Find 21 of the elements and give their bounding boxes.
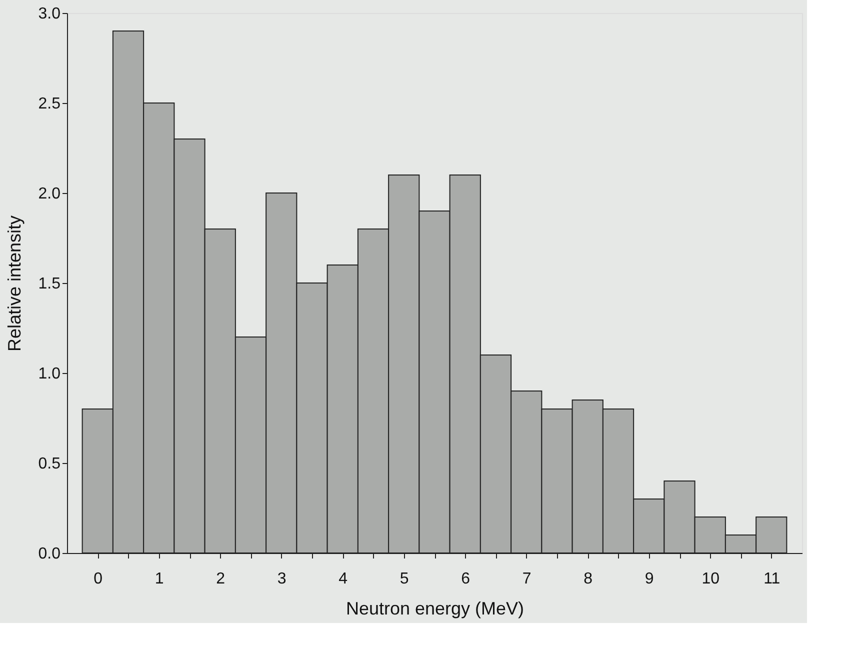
x-tick-label: 8: [584, 570, 593, 588]
y-tick-label: 0.0: [38, 546, 61, 562]
x-tick-label: 7: [522, 570, 532, 588]
x-tick-label: 2: [216, 570, 226, 588]
x-tick-label: 5: [400, 570, 409, 588]
x-tick-label: 0: [94, 570, 103, 588]
x-tick-label: 11: [764, 570, 780, 588]
y-axis-title: Relative intensity: [4, 215, 24, 352]
y-tick-label: 2.0: [38, 186, 61, 202]
y-tick-label: 2.5: [38, 96, 61, 112]
x-tick-label: 3: [277, 570, 286, 588]
x-tick-label: 10: [702, 570, 720, 588]
y-tick-label: 0.5: [38, 456, 61, 472]
x-tick-label: 9: [644, 570, 654, 588]
x-tick-label: 1: [154, 570, 164, 588]
y-tick-label: 1.0: [38, 366, 61, 382]
y-tick-label: 1.5: [38, 276, 61, 292]
y-tick-label: 3.0: [38, 6, 61, 22]
x-tick-label: 4: [338, 570, 348, 588]
x-tick-label: 6: [461, 570, 470, 588]
x-axis-title: Neutron energy (MeV): [346, 598, 524, 618]
